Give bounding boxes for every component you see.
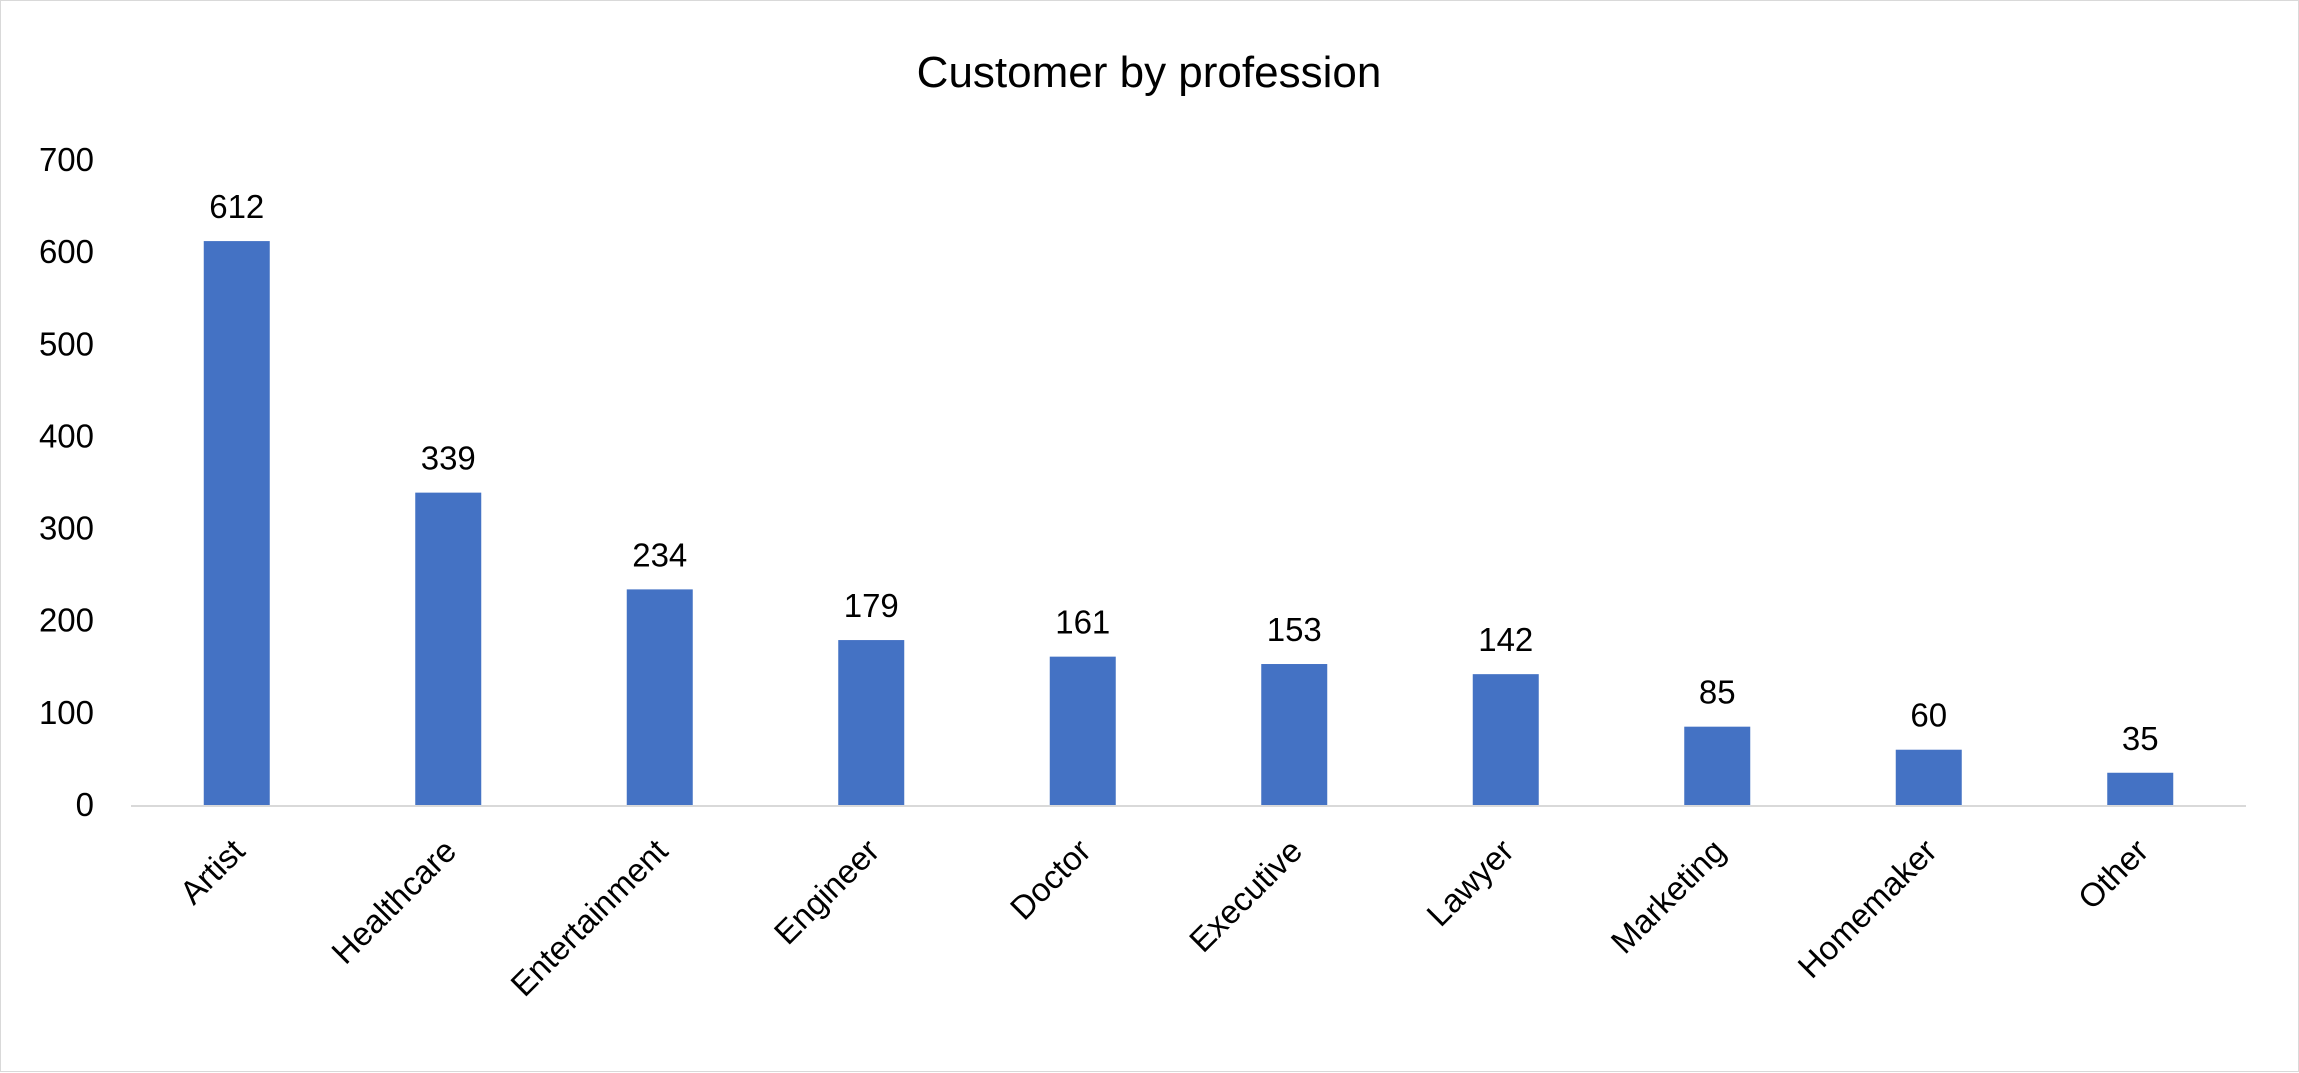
bar-homemaker [1895,749,1962,805]
bar-healthcare [415,492,482,805]
y-tick-label: 0 [76,786,94,823]
x-axis-categories: Artist Healthcare Entertainment Engineer Doc… [172,832,2155,1003]
y-tick-label: 200 [39,602,94,639]
data-label: 35 [2122,720,2159,757]
category-label: Artist [172,832,251,911]
bar-entertainment [626,589,693,805]
data-label: 161 [1055,604,1110,641]
chart-title: Customer by profession [917,48,1382,97]
data-label: 179 [844,587,899,624]
category-label: Marketing [1604,832,1733,961]
data-label: 612 [209,188,264,225]
category-label: Doctor [1003,832,1098,927]
data-label: 153 [1267,611,1322,648]
category-label: Engineer [767,832,887,952]
category-label: Homemaker [1790,832,1943,985]
bar-doctor [1049,656,1116,805]
data-label: 142 [1478,621,1533,658]
y-tick-label: 100 [39,694,94,731]
bar-lawyer [1472,674,1539,805]
category-label: Healthcare [324,832,463,971]
y-tick-label: 400 [39,417,94,454]
category-label: Entertainment [503,832,674,1003]
bar-executive [1261,664,1328,805]
data-labels-group: 612 339 234 179 161 153 142 85 60 35 [209,188,2158,757]
bar-engineer [838,640,905,805]
y-tick-label: 500 [39,325,94,362]
y-tick-label: 700 [39,141,94,178]
category-label: Lawyer [1419,832,1520,933]
data-label: 339 [421,440,476,477]
bars-group [203,241,2174,806]
bar-other [2107,772,2174,805]
data-label: 60 [1910,697,1947,734]
y-axis: 0 100 200 300 400 500 600 700 [39,141,94,823]
bar-artist [203,241,270,806]
data-label: 234 [632,536,687,573]
bar-marketing [1684,726,1751,805]
category-label: Executive [1182,832,1309,959]
category-label: Other [2071,832,2156,917]
y-tick-label: 300 [39,510,94,547]
data-label: 85 [1699,674,1736,711]
y-tick-label: 600 [39,233,94,270]
